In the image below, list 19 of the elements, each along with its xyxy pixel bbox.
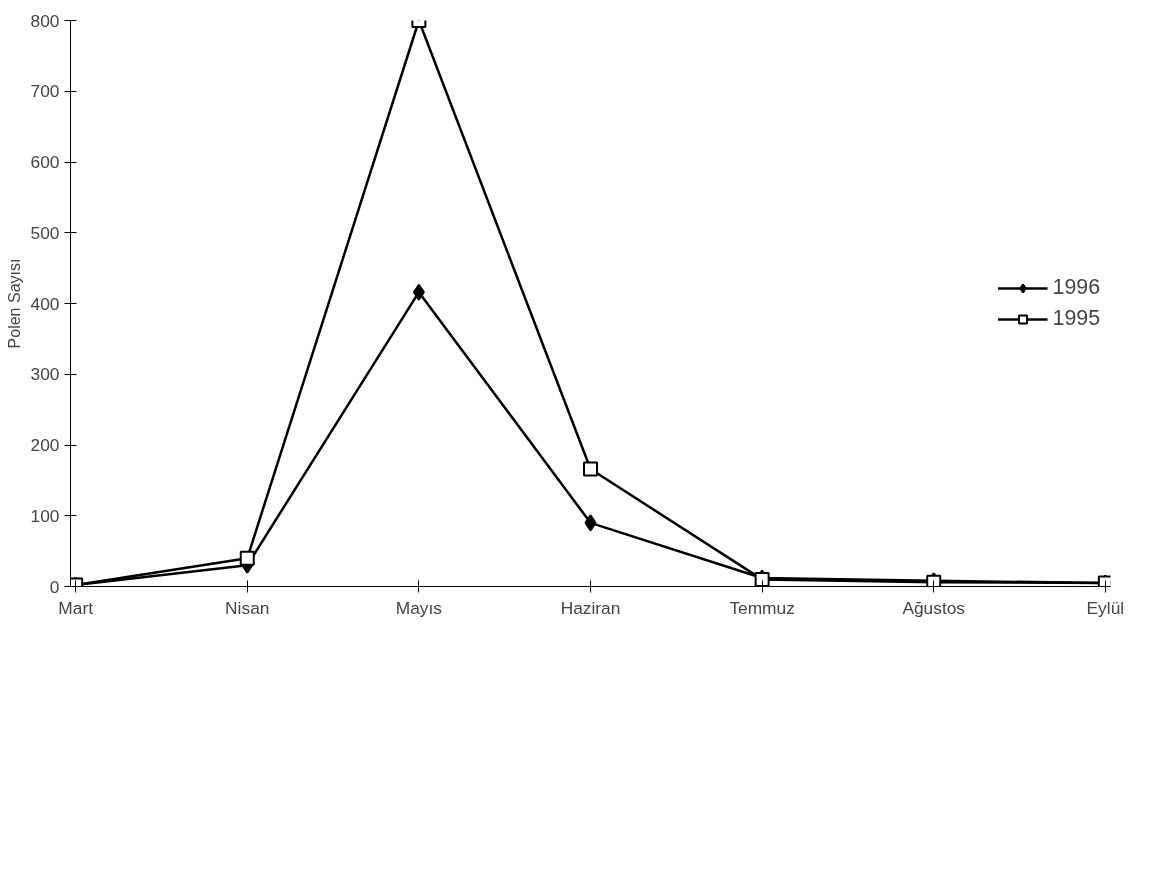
x-tick-label: Eylül: [1086, 597, 1125, 618]
y-tick-label: 700: [30, 81, 60, 102]
legend-label: 1995: [1052, 306, 1100, 331]
y-tick-label: 600: [30, 152, 60, 172]
y-axis-title: Polen Sayısı: [5, 258, 23, 349]
y-tick-label: 800: [30, 10, 60, 31]
x-tick-label: Ağustos: [902, 597, 966, 618]
x-tick-label: Mayıs: [395, 597, 443, 618]
x-tick-label: Haziran: [560, 597, 621, 618]
x-tick-label: Mart: [58, 597, 94, 618]
legend-label: 1996: [1052, 275, 1100, 300]
y-tick-label: 500: [30, 222, 60, 243]
y-tick-label: 200: [30, 435, 60, 455]
y-tick-label: 300: [30, 364, 60, 385]
y-tick-label: 100: [30, 505, 60, 526]
x-tick-label: Nisan: [225, 597, 270, 618]
x-tick-label: Temmuz: [729, 597, 795, 618]
y-tick-label: 0: [49, 576, 60, 597]
y-tick-label: 400: [30, 293, 60, 314]
